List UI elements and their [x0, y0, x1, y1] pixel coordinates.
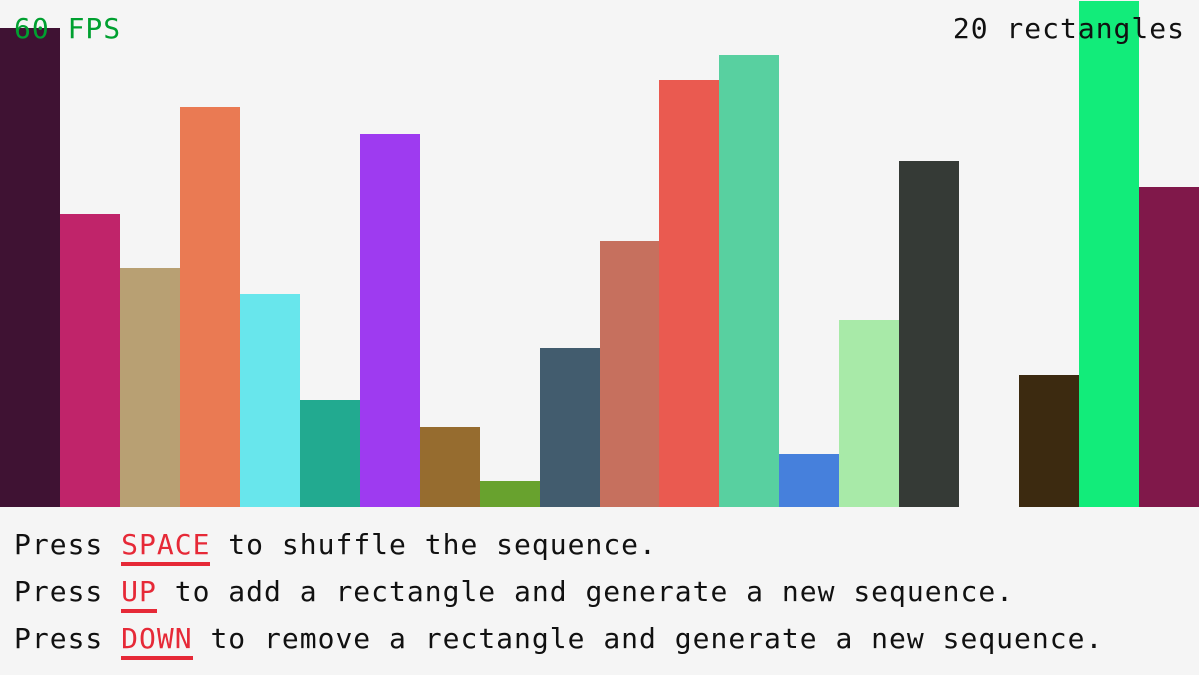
bar-rectangle: [1079, 1, 1140, 507]
bar-rectangle: [779, 454, 840, 507]
instruction-text: to remove a rectangle and generate a new…: [192, 622, 1104, 655]
bar-rectangle: [1019, 375, 1080, 507]
instruction-shuffle: Press SPACE to shuffle the sequence.: [14, 528, 657, 566]
instruction-add: Press UP to add a rectangle and generate…: [14, 575, 1015, 613]
bar-rectangle: [0, 28, 60, 507]
fps-counter: 60 FPS: [14, 12, 122, 45]
instruction-text: to add a rectangle and generate a new se…: [156, 575, 1015, 608]
bar-rectangle: [179, 107, 240, 507]
bar-rectangle: [539, 348, 600, 507]
bar-rectangle: [659, 80, 720, 507]
key-space: SPACE: [121, 528, 211, 566]
bar-rectangle: [239, 294, 300, 507]
rectangle-count: 20 rectangles: [952, 12, 1185, 45]
bar-rectangle: [839, 320, 900, 507]
bar-rectangle: [419, 427, 480, 507]
instruction-remove: Press DOWN to remove a rectangle and gen…: [14, 622, 1104, 660]
bar-rectangle: [479, 481, 540, 507]
instruction-text: to shuffle the sequence.: [210, 528, 657, 561]
instruction-text: Press: [14, 622, 122, 655]
bar-sequence: [0, 1, 1199, 507]
bar-rectangle: [359, 134, 420, 507]
bar-rectangle: [299, 400, 360, 507]
bar-rectangle: [899, 161, 960, 507]
bar-rectangle: [599, 241, 660, 507]
instruction-text: Press: [14, 528, 122, 561]
bar-rectangle: [119, 268, 180, 507]
bar-rectangle: [59, 214, 120, 507]
bar-rectangle: [719, 55, 780, 507]
key-up: UP: [121, 575, 157, 613]
instruction-text: Press: [14, 575, 122, 608]
key-down: DOWN: [121, 622, 193, 660]
bar-rectangle: [1139, 187, 1199, 507]
